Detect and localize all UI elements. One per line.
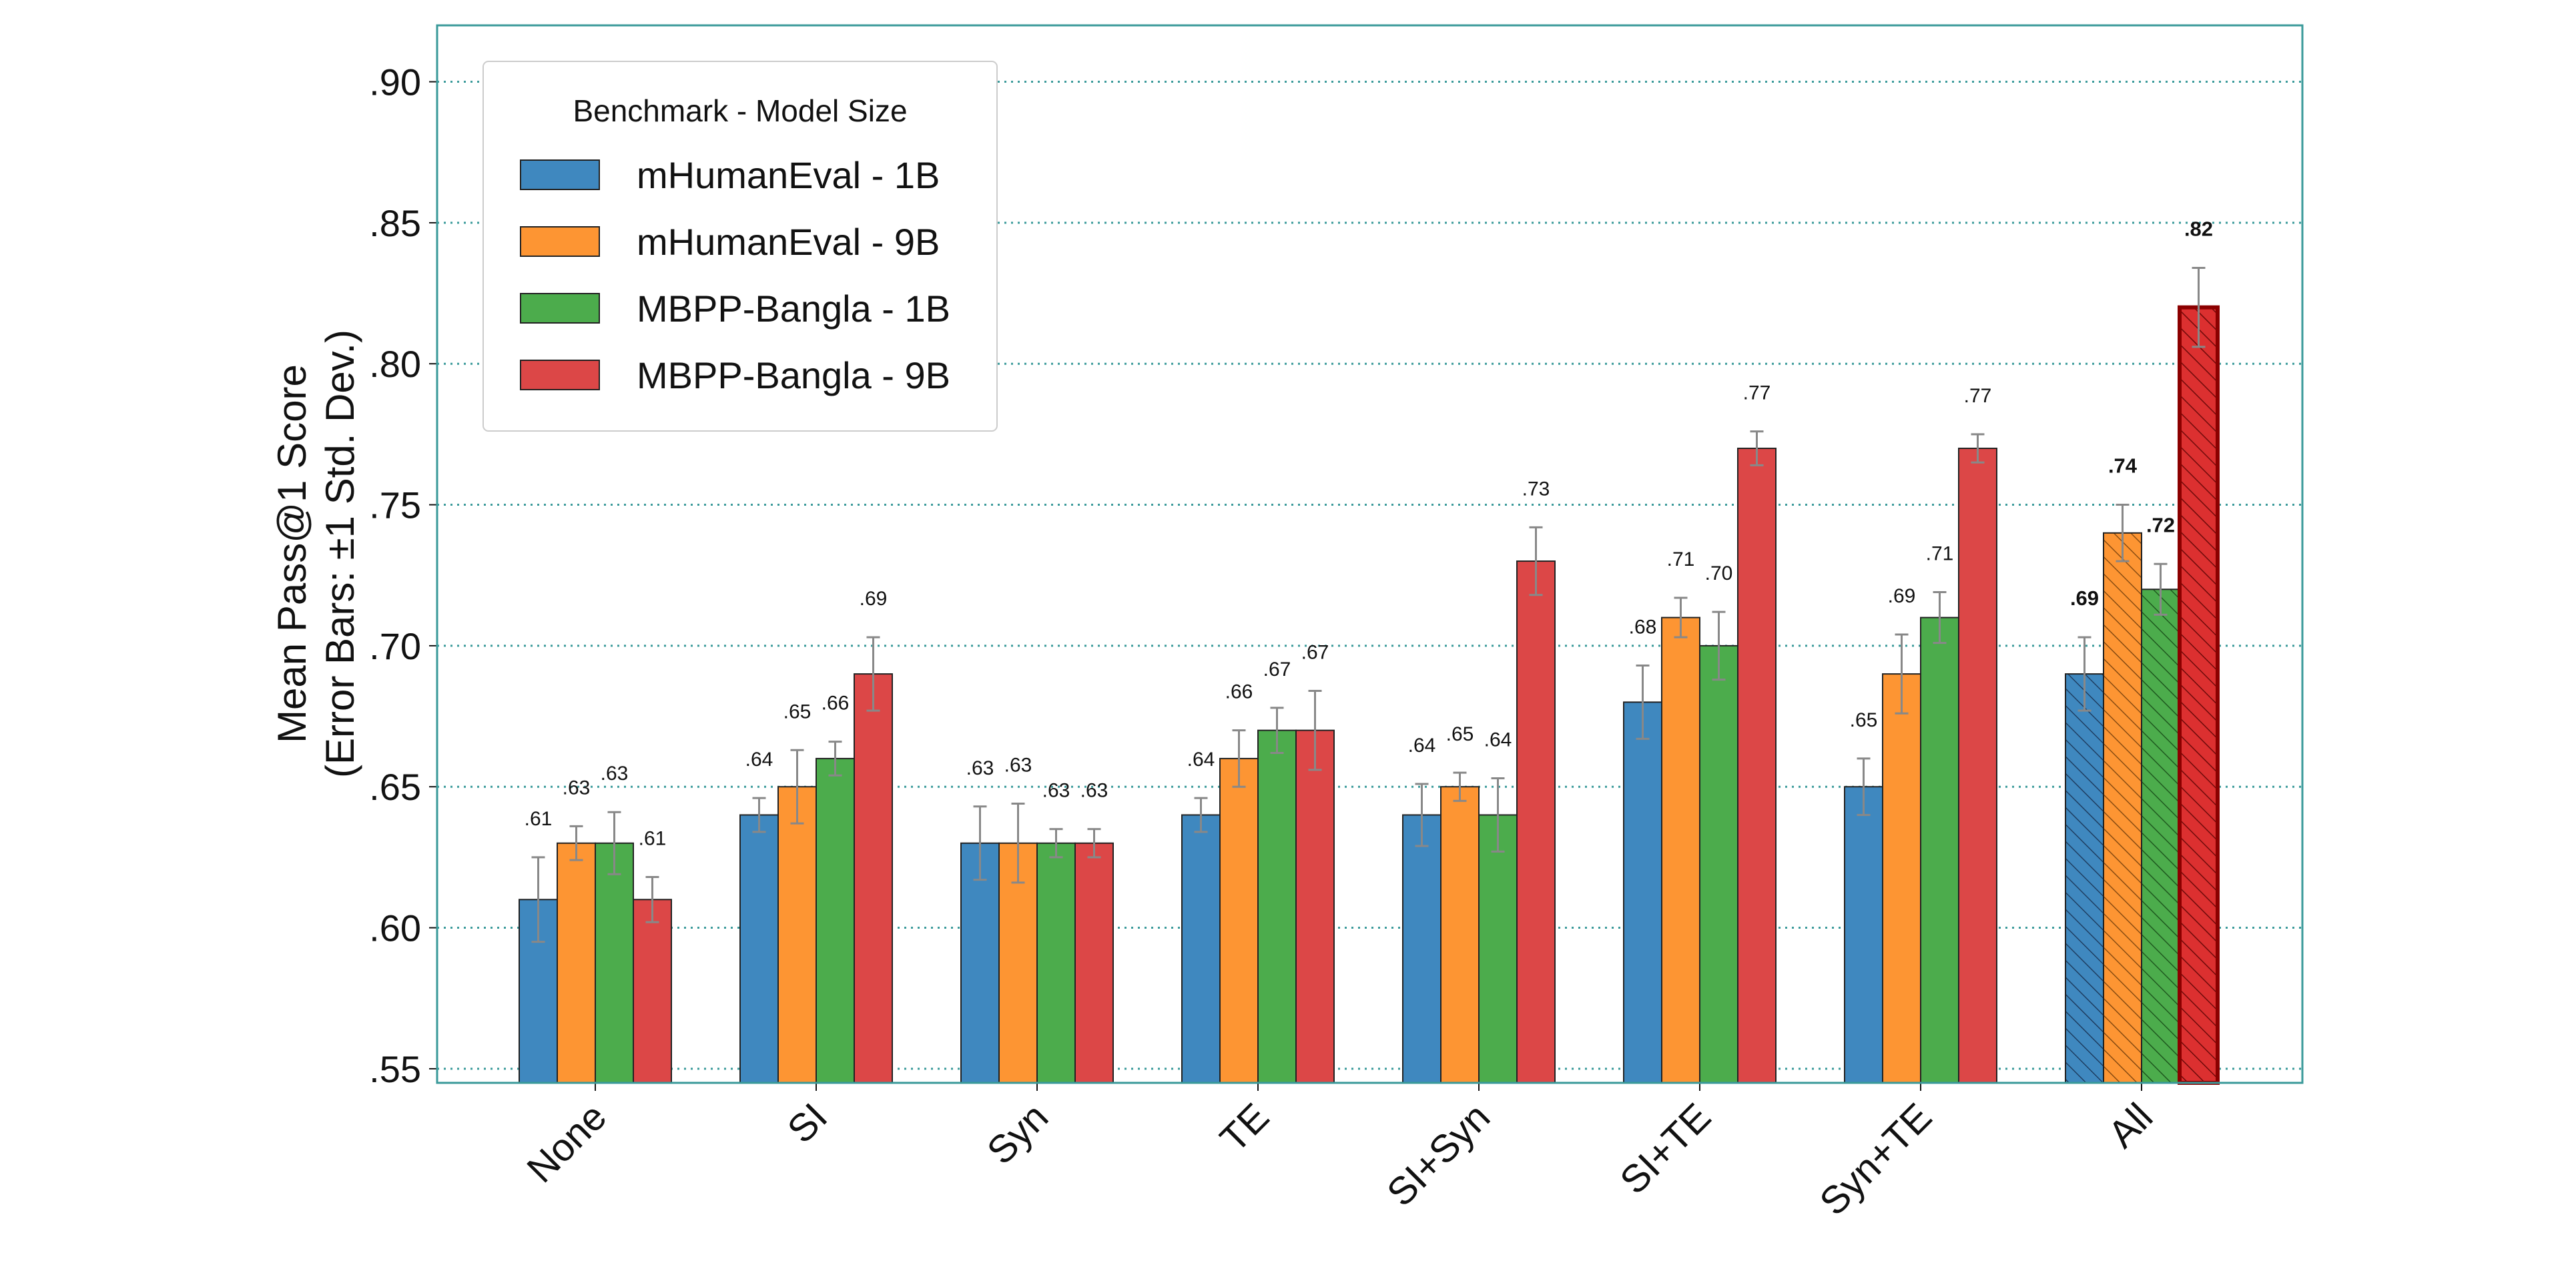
- plot-frame: [436, 24, 2304, 1084]
- legend-box: [482, 61, 998, 432]
- data-label: .65: [1446, 723, 1474, 745]
- bar: [2178, 305, 2220, 1086]
- bar: [1478, 814, 1518, 1084]
- data-label: .69: [860, 588, 888, 610]
- bars: [519, 266, 2220, 1086]
- x-tick-label: SI+TE: [1612, 1095, 1719, 1202]
- data-label: .73: [1522, 478, 1550, 500]
- data-labels: .61 .63 .63 .61 .64 .65 .66 .69 .63 .63 .63 .63 .64.…: [525, 217, 2213, 849]
- bar: [1074, 842, 1114, 1084]
- bar: [1036, 842, 1076, 1084]
- bar: [1181, 814, 1221, 1084]
- x-tick-label: Syn+TE: [1811, 1095, 1940, 1224]
- y-tick-label: .80: [369, 343, 421, 385]
- bar: [595, 842, 634, 1084]
- bar: [739, 814, 779, 1084]
- data-label: .64: [1187, 749, 1215, 771]
- bar: [2103, 532, 2142, 1084]
- bar: [854, 673, 893, 1084]
- data-label: .61: [639, 827, 667, 849]
- data-label: .64: [745, 749, 773, 771]
- legend-title: Benchmark - Model Size: [573, 93, 907, 128]
- y-tick-label: .70: [369, 625, 421, 667]
- x-tick-label: SI: [779, 1095, 836, 1152]
- y-axis-label-line1: Mean Pass@1 Score: [270, 364, 314, 743]
- y-tick-label: .65: [369, 766, 421, 808]
- y-tick-label: .60: [369, 907, 421, 949]
- data-label: .63: [1004, 755, 1032, 777]
- data-label: .69: [2070, 586, 2099, 610]
- x-tick-label: TE: [1212, 1095, 1277, 1160]
- legend: Benchmark - Model Size mHumanEval - 1BmH…: [482, 61, 998, 432]
- y-tick-label: .75: [369, 484, 421, 526]
- data-label: .82: [2184, 217, 2213, 240]
- bar: [1402, 814, 1441, 1084]
- bar: [777, 786, 817, 1084]
- bar: [1257, 729, 1297, 1084]
- data-label: .63: [601, 763, 629, 785]
- data-label: .74: [2108, 454, 2138, 478]
- data-label: .77: [1743, 382, 1771, 404]
- y-tick-label: .55: [369, 1048, 421, 1090]
- y-tick-label: .90: [369, 61, 421, 103]
- bar: [1844, 786, 1883, 1084]
- bar: [1623, 701, 1662, 1084]
- x-tick-label: All: [2100, 1095, 2162, 1156]
- data-label: .64: [1484, 729, 1512, 751]
- bar: [2065, 673, 2104, 1084]
- data-label: .67: [1263, 659, 1291, 681]
- data-label: .70: [1705, 562, 1733, 584]
- data-label: .68: [1629, 616, 1657, 638]
- data-label: .64: [1408, 735, 1436, 757]
- bar: [1920, 616, 1959, 1084]
- bar: [816, 757, 855, 1084]
- data-label: .65: [783, 701, 812, 723]
- bar: [1699, 645, 1738, 1084]
- legend-label: mHumanEval - 9B: [637, 221, 940, 263]
- data-label: .71: [1667, 548, 1695, 570]
- bar: [960, 842, 1000, 1084]
- legend-label: MBPP-Bangla - 9B: [637, 354, 950, 396]
- x-tick-label: Syn: [979, 1095, 1057, 1173]
- bar: [1440, 786, 1480, 1084]
- data-label: .63: [1042, 780, 1070, 802]
- data-label: .63: [563, 777, 591, 799]
- y-tick-label: .85: [369, 202, 421, 244]
- bar: [1737, 448, 1777, 1084]
- bar: [1661, 616, 1700, 1084]
- data-label: .72: [2146, 513, 2175, 536]
- bar: [633, 899, 672, 1084]
- data-label: .63: [1080, 780, 1108, 802]
- bar: [557, 842, 596, 1084]
- legend-swatch: [520, 159, 600, 190]
- legend-swatch: [520, 293, 600, 324]
- data-label: .65: [1850, 709, 1878, 731]
- legend-swatch: [520, 226, 600, 257]
- legend-label: MBPP-Bangla - 1B: [637, 288, 950, 330]
- data-label: .69: [1888, 585, 1916, 607]
- data-label: .77: [1964, 385, 1992, 407]
- data-label: .66: [822, 693, 850, 715]
- x-tick-label: None: [519, 1095, 615, 1191]
- data-label: .66: [1225, 681, 1253, 703]
- bar: [1219, 757, 1259, 1084]
- data-label: .63: [966, 757, 994, 779]
- x-tick-label: SI+Syn: [1379, 1095, 1498, 1214]
- legend-items: mHumanEval - 1B mHumanEval - 9B MBPP-Bangl…: [520, 154, 950, 396]
- data-label: .61: [525, 808, 553, 830]
- legend-swatch: [520, 360, 600, 390]
- legend-label: mHumanEval - 1B: [637, 154, 940, 196]
- bar: [1882, 673, 1921, 1084]
- bar: [1295, 729, 1335, 1084]
- bar: [1958, 448, 1997, 1084]
- bar: [2141, 588, 2180, 1084]
- data-label: .71: [1926, 543, 1954, 565]
- y-axis-label-line2: (Error Bars: ±1 Std. Dev.): [318, 330, 362, 778]
- bar: [1516, 560, 1556, 1084]
- data-label: .67: [1301, 641, 1329, 663]
